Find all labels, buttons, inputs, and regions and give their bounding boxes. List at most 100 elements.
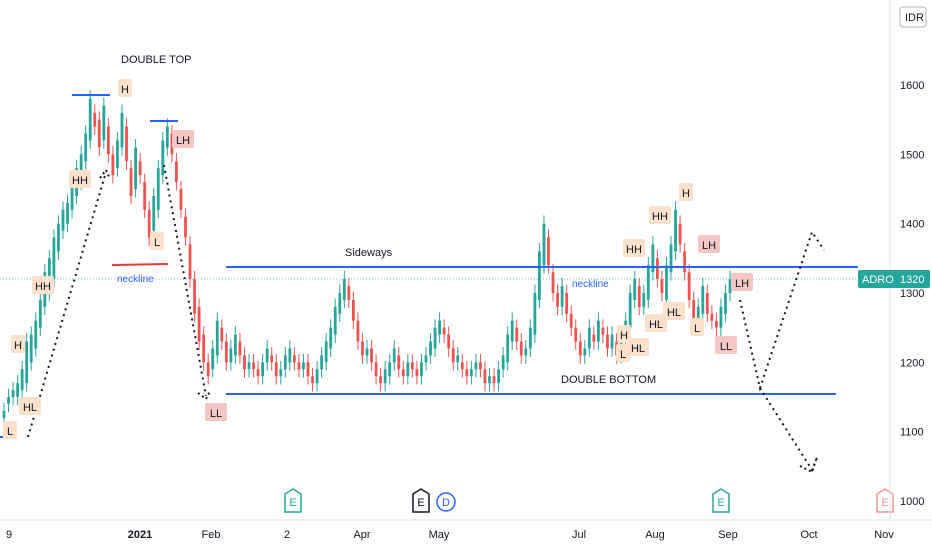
swing-label[interactable]: L [690, 318, 704, 336]
swing-label[interactable]: LL [205, 403, 227, 421]
event-marker[interactable]: E [412, 488, 430, 513]
candle-body [429, 341, 432, 356]
sideways-label: Sideways [345, 247, 393, 259]
candle-body [665, 265, 668, 300]
candle-body [97, 119, 101, 148]
candle-body [106, 126, 110, 155]
projection-path-down [163, 164, 207, 397]
swing-label[interactable]: HH [32, 276, 54, 294]
candle-body [38, 299, 42, 328]
arrow-up-1 [99, 168, 111, 180]
candle-body [156, 168, 160, 210]
candle-body [256, 369, 260, 377]
candle-body [565, 293, 569, 314]
y-tick-label: 1300 [900, 288, 924, 300]
swing-label-text: L [7, 426, 13, 438]
event-marker[interactable]: D [436, 492, 456, 512]
x-axis-ticks: 9 2021 Feb 2 Apr May Jul Aug Sep Oct Nov [6, 529, 894, 541]
swing-label-text: HL [667, 307, 681, 319]
swing-label[interactable]: H [679, 183, 693, 201]
candle-body [52, 237, 56, 280]
swing-label[interactable]: HL [627, 338, 649, 356]
swing-label[interactable]: H [617, 325, 631, 343]
candle-body [93, 112, 97, 127]
swing-label[interactable]: L [3, 421, 17, 439]
candle-body [270, 355, 274, 363]
candle-body [587, 327, 591, 349]
candle-body [551, 272, 555, 293]
swing-label-box [679, 183, 693, 201]
currency-box[interactable] [899, 6, 927, 28]
candle-body [492, 376, 496, 384]
swing-label[interactable]: HL [645, 314, 667, 332]
swing-label[interactable]: LH [698, 235, 720, 253]
event-marker[interactable]: E [876, 488, 894, 513]
candle-body [583, 348, 587, 356]
swing-label[interactable]: HH [69, 170, 91, 188]
candle-body [188, 244, 192, 280]
swing-label[interactable]: HL [663, 302, 685, 320]
candle-body [79, 154, 83, 183]
candle-body [656, 258, 659, 280]
candle-body [315, 369, 319, 384]
candle-body [265, 348, 269, 363]
swing-label-box [627, 338, 649, 356]
price-tag [858, 270, 930, 288]
candle-body [410, 362, 414, 370]
candle-body [710, 313, 714, 321]
swing-label-box [172, 130, 194, 148]
swing-label[interactable]: L [150, 232, 164, 250]
swing-label-box [690, 318, 704, 336]
swing-label[interactable]: LL [715, 336, 737, 354]
swing-label-box [663, 302, 685, 320]
neckline-1-line[interactable] [111, 263, 169, 266]
y-tick-label: 1100 [900, 427, 924, 439]
candle-body [238, 341, 242, 356]
projection-path-future [739, 229, 825, 392]
candle-body [538, 251, 541, 300]
swing-label-text: HL [631, 343, 645, 355]
candle-body [152, 195, 156, 231]
swing-label[interactable]: HL [19, 397, 41, 415]
candle-body [642, 293, 646, 307]
candle-body [714, 320, 718, 328]
candle-body [397, 355, 401, 370]
candle-body [211, 348, 215, 370]
neckline-1-label: neckline [117, 274, 154, 285]
swing-label[interactable]: LH [731, 273, 753, 291]
candle-body [125, 126, 128, 162]
candle-body [34, 320, 38, 349]
candle-body [297, 362, 301, 370]
swing-label[interactable]: H [118, 79, 132, 97]
candle-body [683, 251, 687, 273]
event-marker[interactable]: E [284, 488, 302, 513]
swing-label-text: L [154, 237, 160, 249]
candle-body [524, 348, 528, 356]
x-tick-label: Jul [572, 529, 586, 541]
candle-body [143, 182, 147, 210]
event-marker-text: E [417, 497, 424, 509]
swing-label[interactable]: H [11, 335, 25, 353]
event-marker[interactable]: E [712, 488, 730, 513]
swing-label-text: H [682, 188, 690, 200]
candle-body [25, 341, 29, 384]
swing-label[interactable]: HH [623, 239, 645, 257]
y-tick-label: 1500 [900, 149, 924, 161]
swing-label-text: LL [210, 408, 222, 420]
neckline-2-label: neckline [572, 279, 609, 290]
candle-body [351, 299, 355, 321]
candle-body [311, 376, 314, 384]
candle-body [465, 369, 469, 377]
swing-label-box [32, 276, 54, 294]
price-tag-symbol: ADRO [862, 274, 894, 286]
candle-body [66, 202, 69, 224]
candle-body [442, 327, 446, 335]
swing-label[interactable]: L [616, 344, 630, 362]
swing-label[interactable]: LH [172, 130, 194, 148]
swing-label[interactable]: HH [649, 206, 671, 224]
candle-body [674, 209, 677, 252]
earnings-marker-icon [412, 488, 430, 513]
swing-label-box [731, 273, 753, 291]
